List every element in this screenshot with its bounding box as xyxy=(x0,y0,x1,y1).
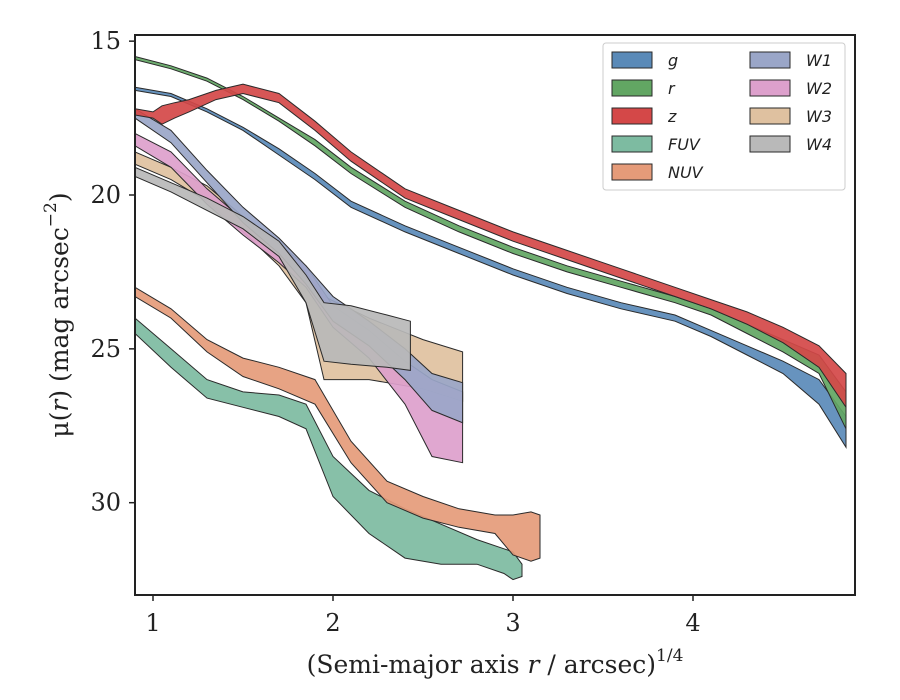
y-tick-label: 30 xyxy=(90,489,121,517)
series-band-fuv xyxy=(135,317,523,581)
y-axis: 15 20 25 30 xyxy=(90,27,135,517)
legend-swatch-nuv xyxy=(611,163,653,181)
legend-swatch-w3 xyxy=(749,107,791,125)
legend-swatch-fuv xyxy=(611,135,653,153)
legend-label-w3: W3 xyxy=(806,107,832,126)
legend-swatch-g xyxy=(611,51,653,69)
series-band-r xyxy=(135,55,847,430)
legend-label-z: z xyxy=(667,107,677,126)
legend-swatch-r xyxy=(611,79,653,97)
legend-label-r: r xyxy=(668,79,676,98)
y-tick-label: 25 xyxy=(90,335,121,363)
x-tick-label: 2 xyxy=(325,609,340,637)
series-band-z xyxy=(135,83,847,409)
x-tick-label: 1 xyxy=(145,609,160,637)
x-axis-label: (Semi-major axis r / arcsec)1/4 xyxy=(307,646,684,679)
legend-label-nuv: NUV xyxy=(668,163,704,182)
legend-swatch-w1 xyxy=(749,51,791,69)
series-band-g xyxy=(135,86,847,450)
plot-frame xyxy=(134,34,856,596)
x-tick-label: 4 xyxy=(685,609,700,637)
x-tick-label: 3 xyxy=(505,609,520,637)
y-tick-label: 20 xyxy=(90,181,121,209)
legend-label-w4: W4 xyxy=(806,135,832,154)
legend-swatch-z xyxy=(611,107,653,125)
legend-label-w2: W2 xyxy=(806,79,832,98)
x-axis: 1 2 3 4 xyxy=(145,595,701,637)
series-band-w4 xyxy=(135,166,411,371)
legend-label-g: g xyxy=(668,51,678,70)
series-band-nuv xyxy=(135,286,541,562)
series-layer xyxy=(135,55,847,581)
legend-label-fuv: FUV xyxy=(668,135,701,154)
legend-swatch-w4 xyxy=(749,135,791,153)
legend-swatch-w2 xyxy=(749,79,791,97)
y-axis-label: μ(r) (mag arcsec−2) xyxy=(41,192,74,437)
legend: grz FUV NUV W1 W2 W3 W4 xyxy=(602,42,846,191)
legend-label-w1: W1 xyxy=(806,51,832,70)
y-tick-label: 15 xyxy=(90,27,121,55)
